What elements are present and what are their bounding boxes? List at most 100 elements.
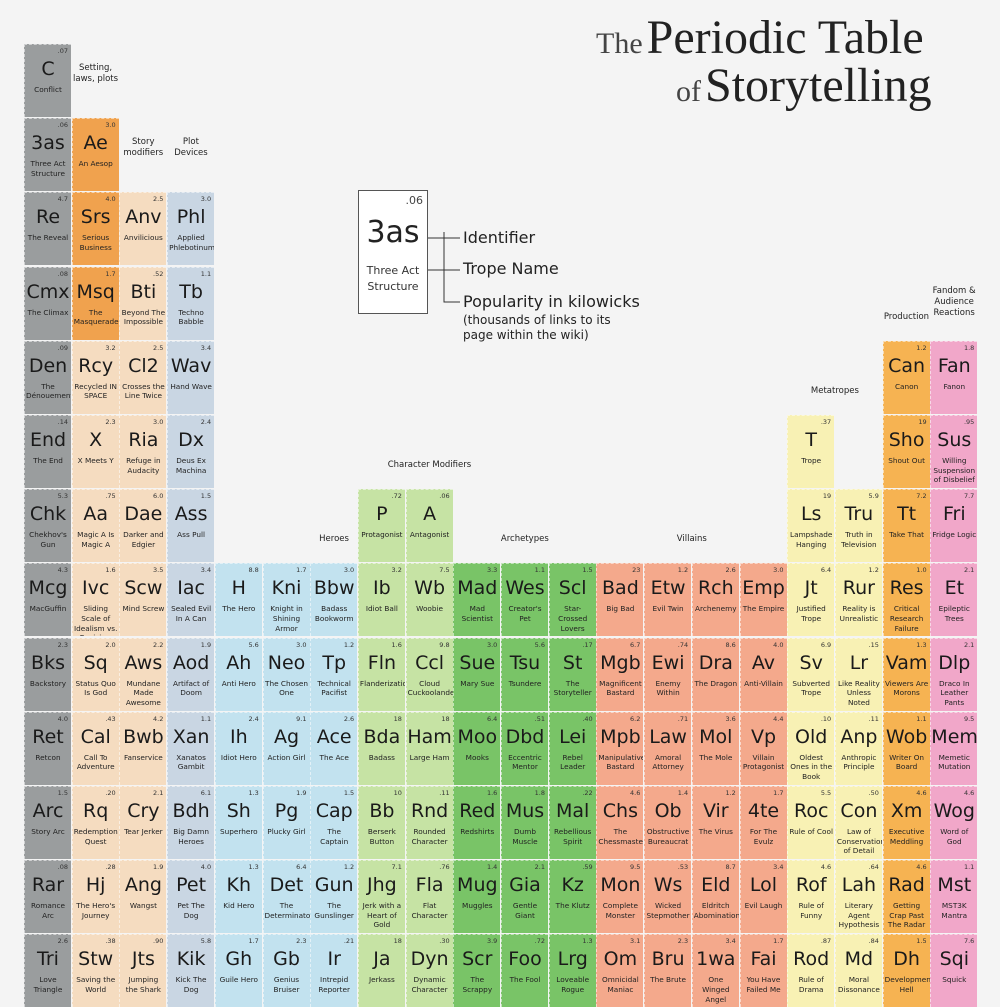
element-cell: 9.5 Mon Complete Monster xyxy=(596,860,644,934)
element-cell: 1.2 Gun The Gunslinger xyxy=(310,860,358,934)
element-symbol: Lei xyxy=(559,725,587,748)
element-popularity: 1.2 xyxy=(343,863,355,872)
element-cell: 6.4 Moo Mooks xyxy=(453,711,501,785)
element-name: Guile Hero xyxy=(219,975,259,985)
element-cell: 1.7 4te For The Evulz xyxy=(739,786,787,859)
element-popularity: 2.3 xyxy=(105,418,116,426)
element-name: Mundane Made Awesome xyxy=(125,678,161,707)
element-popularity: 5.8 xyxy=(200,937,212,946)
element-popularity: .38 xyxy=(105,937,116,946)
element-name: Big Bad xyxy=(606,604,635,614)
element-cell: 1.2 Etw Evil Twin xyxy=(644,563,692,637)
element-name: Law of Conservation of Detail xyxy=(836,827,882,856)
element-cell: 3.0 Ae An Aesop xyxy=(71,118,119,192)
element-popularity: 4.0 xyxy=(105,195,116,204)
element-cell: 1.5 Cap The Captain xyxy=(310,786,358,859)
element-symbol: Cl2 xyxy=(128,354,159,377)
element-cell: .37 T Trope xyxy=(787,415,835,488)
element-name: Dynamic Character xyxy=(411,975,448,994)
element-cell: .74 Ewi Enemy Within xyxy=(644,637,692,711)
element-popularity: .40 xyxy=(582,714,593,723)
element-symbol: Neo xyxy=(267,651,306,674)
element-symbol: Mpb xyxy=(600,725,641,748)
element-name: Idiot Ball xyxy=(365,604,398,614)
element-name: Kick The Dog xyxy=(175,975,207,994)
element-popularity: .71 xyxy=(677,714,689,723)
element-cell: 9.8 Ccl Cloud Cuckoolander xyxy=(405,637,453,711)
element-symbol: Etw xyxy=(650,577,686,600)
element-name: Complete Monster xyxy=(602,901,638,920)
element-symbol: Srs xyxy=(80,206,111,229)
element-popularity: 2.6 xyxy=(57,937,68,946)
element-popularity: .87 xyxy=(820,937,832,946)
element-cell: 1.0 Res Critical Research Failure xyxy=(882,563,930,637)
element-popularity: 2.1 xyxy=(534,863,545,872)
element-name: Artifact of Doom xyxy=(173,678,210,698)
element-popularity: .72 xyxy=(534,937,545,946)
element-symbol: Old xyxy=(795,725,828,748)
legend-name: Three Act Structure xyxy=(366,264,420,293)
element-symbol: Bru xyxy=(651,948,685,971)
element-cell: 2.0 Sq Status Quo Is God xyxy=(71,637,119,711)
group-label: Character Modifiers xyxy=(387,460,472,471)
element-cell: 2.1 Et Epileptic Trees xyxy=(930,563,978,637)
element-popularity: 1.7 xyxy=(773,789,784,797)
element-popularity: 8.6 xyxy=(725,640,736,649)
element-symbol: Sus xyxy=(937,429,972,451)
element-symbol: Sue xyxy=(459,651,496,674)
element-popularity: .20 xyxy=(105,789,116,797)
element-cell: 5.9 Tru Truth in Television xyxy=(834,489,882,563)
element-name: Hand Wave xyxy=(170,381,212,391)
element-symbol: Cmx xyxy=(26,280,70,303)
element-popularity: 3.4 xyxy=(200,566,212,575)
element-popularity: 6.0 xyxy=(153,492,164,501)
element-name: MacGuffin xyxy=(29,604,67,614)
element-cell: 1.1 Tb Techno Babble xyxy=(167,266,215,340)
element-name: Saving the World xyxy=(76,975,116,994)
element-cell: 4.6 Chs The Chessmaster xyxy=(596,786,644,859)
element-name: Magic A Is Magic A xyxy=(77,530,115,549)
element-popularity: .11 xyxy=(868,714,879,723)
element-name: Oldest Ones in the Book xyxy=(790,752,833,781)
element-cell: 2.1 Dlp Draco In Leather Pants xyxy=(930,637,978,711)
element-cell: .75 Aa Magic A Is Magic A xyxy=(71,489,119,563)
element-name: Squick xyxy=(942,975,967,985)
element-popularity: 1.1 xyxy=(534,566,545,575)
element-popularity: 6.1 xyxy=(200,789,212,797)
element-name: Dumb Muscle xyxy=(512,827,538,846)
element-name: Berserk Button xyxy=(367,827,396,846)
element-popularity: .43 xyxy=(105,714,116,723)
element-name: Anthropic Principle xyxy=(841,752,877,772)
element-cell: 6.2 Mpb Manipulative Bastard xyxy=(596,711,644,785)
element-symbol: Kni xyxy=(271,577,302,600)
element-popularity: 4.6 xyxy=(916,789,927,797)
element-cell: 3.4 1wa One Winged Angel xyxy=(691,934,739,1007)
group-label: Fandom & Audience Reactions xyxy=(932,285,976,318)
element-cell: 5.8 Kik Kick The Dog xyxy=(167,934,215,1007)
element-symbol: Ang xyxy=(124,874,162,897)
element-symbol: Mus xyxy=(505,800,545,822)
element-cell: .15 Lr Like Reality Unless Noted xyxy=(834,637,882,711)
element-cell: 5.6 Tsu Tsundere xyxy=(501,637,548,711)
element-symbol: Tsu xyxy=(509,651,541,674)
element-name: Technical Pacifist xyxy=(317,678,351,698)
element-popularity: 4.6 xyxy=(963,789,975,797)
element-symbol: Cry xyxy=(127,800,160,822)
element-cell: 4.6 Wog Word of God xyxy=(930,786,978,859)
element-name: Darker and Edgier xyxy=(123,530,164,549)
element-popularity: 3.1 xyxy=(630,937,641,946)
element-name: Memetic Mutation xyxy=(938,752,971,772)
element-name: Gentle Giant xyxy=(512,901,538,920)
group-label: Story modifiers xyxy=(123,137,164,159)
element-cell: 1.5 Scl Star-Crossed Lovers xyxy=(548,563,596,637)
element-symbol: Sv xyxy=(799,651,823,674)
element-name: Viewers Are Morons xyxy=(884,678,929,698)
element-popularity: 2.6 xyxy=(343,714,355,723)
element-name: Story Arc xyxy=(31,827,65,836)
group-label: Archetypes xyxy=(500,534,549,545)
element-popularity: 2.1 xyxy=(153,789,164,797)
element-cell: .06 3as Three Act Structure xyxy=(24,118,71,192)
element-name: Writer On Board xyxy=(889,752,925,772)
element-popularity: .53 xyxy=(677,863,689,872)
element-cell: 2.1 Gia Gentle Giant xyxy=(501,860,548,934)
